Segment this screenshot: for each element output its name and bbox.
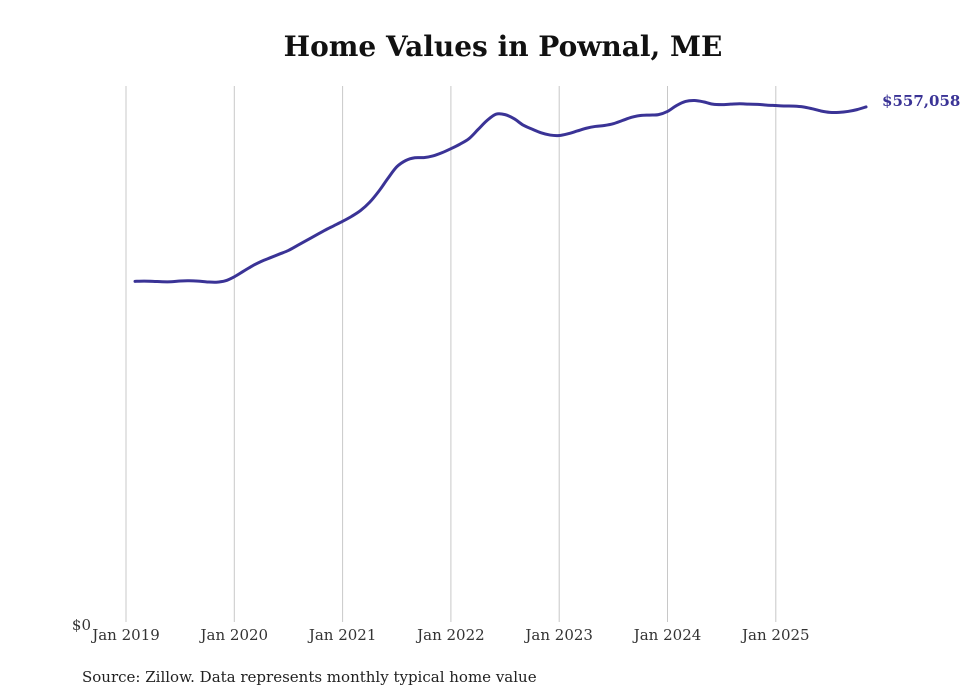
x-tick-label: Jan 2019 (90, 626, 160, 644)
x-tick-label: Jan 2021 (307, 626, 377, 644)
line-chart: Jan 2019 Jan 2020 Jan 2021 Jan 2022 Jan 2023… (72, 86, 960, 644)
x-axis-ticks: Jan 2019 Jan 2020 Jan 2021 Jan 2022 Jan 2023… (90, 626, 809, 644)
end-label-layer: $557,058 (882, 92, 960, 110)
series-layer (133, 99, 868, 284)
x-tick-label: Jan 2025 (740, 626, 810, 644)
end-value-label: $557,058 (882, 92, 960, 110)
x-tick-label: Jan 2024 (632, 626, 702, 644)
y-tick-label: $0 (72, 616, 91, 634)
y-axis-ticks: $0 (72, 616, 91, 634)
x-tick-label: Jan 2020 (199, 626, 269, 644)
series-line (133, 99, 868, 284)
x-tick-label: Jan 2023 (523, 626, 593, 644)
chart-title: Home Values in Pownal, ME (283, 30, 723, 63)
x-tick-label: Jan 2022 (415, 626, 485, 644)
source-note: Source: Zillow. Data represents monthly … (82, 668, 537, 686)
gridlines (125, 86, 777, 622)
